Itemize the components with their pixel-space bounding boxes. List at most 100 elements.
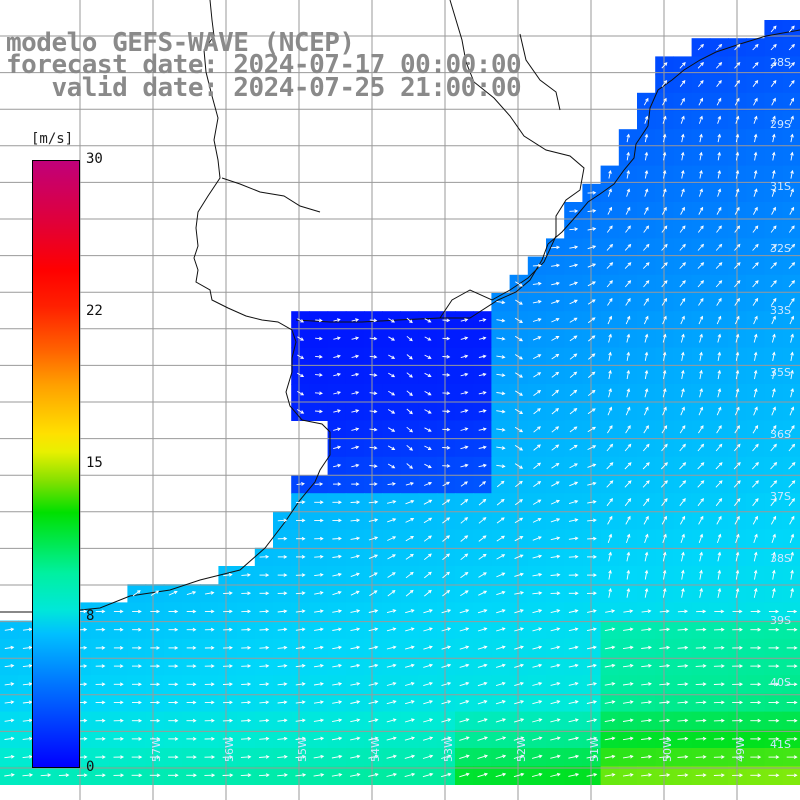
wind-arrow [680,315,685,325]
wind-arrow [423,627,433,632]
wind-arrow [606,243,614,251]
wind-arrow [259,700,270,705]
wind-arrow [770,443,777,452]
wind-arrow [699,151,703,161]
wind-arrow [771,533,776,544]
wind-arrow [277,664,288,668]
wind-arrow [753,97,758,106]
wind-arrow [680,188,685,197]
wind-arrow [424,391,432,396]
wind-arrow [368,754,379,759]
wind-arrow [587,445,597,451]
longitude-label: 49W [734,737,747,762]
wind-arrow [587,573,597,577]
wind-arrow [150,718,161,723]
wind-arrow [622,773,634,777]
wind-arrow [644,351,649,361]
coastline [0,0,800,613]
wind-arrow [58,773,70,777]
wind-arrow [568,754,580,759]
wind-arrow [568,700,579,705]
wind-arrow [386,609,397,614]
wind-arrow [22,627,33,632]
wind-arrow [240,773,252,777]
wind-arrow [698,425,704,434]
wind-arrow [351,427,360,432]
wind-arrow [441,718,452,723]
wind-arrow [717,587,722,598]
wind-arrow [532,663,543,668]
wind-arrow [662,115,667,124]
wind-arrow [514,536,524,542]
wind-arrow [641,700,653,704]
wind-arrow [149,773,161,778]
wind-arrow [150,737,161,741]
wind-arrow [681,569,685,580]
wind-arrow [699,551,703,562]
wind-arrow [735,151,740,161]
wind-arrow [295,718,306,723]
wind-arrow [680,515,686,525]
wind-arrow [460,590,469,597]
wind-arrow [713,645,725,650]
wind-arrow [95,737,106,741]
wind-arrow [387,518,397,523]
wind-arrow [680,206,685,215]
wind-arrow [405,627,415,632]
wind-arrow [734,406,740,416]
wind-arrow [715,280,723,288]
wind-arrow [606,498,613,507]
wind-arrow [587,190,597,195]
wind-arrow [753,333,758,343]
wind-arrow [624,262,632,269]
wind-arrow [186,737,197,741]
wind-arrow [22,700,33,705]
wind-arrow [531,772,543,778]
wind-arrow [586,736,598,741]
wind-arrow [460,409,469,413]
wind-arrow [405,481,414,486]
wind-arrow [22,773,34,777]
wind-arrow [713,682,725,687]
wind-arrow [732,627,743,632]
wind-arrow [531,736,543,741]
wind-arrow [113,718,124,723]
wind-arrow [771,97,776,106]
wind-arrow [715,43,723,51]
wind-arrow [241,573,251,577]
wind-arrow [699,333,703,343]
wind-arrow [717,133,722,143]
wind-arrow [478,391,487,395]
wind-arrow [713,627,725,632]
wind-arrow [315,336,323,341]
wind-arrow [606,262,614,269]
wind-arrow [259,682,270,686]
wind-arrow [168,737,179,741]
colorbar-tick-30: 30 [86,151,103,167]
wind-arrow [624,462,632,470]
wind-arrow [186,718,197,723]
wind-arrow [750,718,762,723]
wind-arrow [734,61,741,69]
wind-arrow [643,498,650,507]
wind-arrow [732,646,743,650]
wind-arrow [459,645,470,650]
wind-arrow [735,569,740,580]
wind-arrow [699,133,703,143]
wind-arrow [350,536,361,541]
wind-arrow [533,408,541,415]
wind-arrow [277,700,288,705]
wind-arrow [604,700,616,704]
wind-arrow [662,169,667,179]
wind-arrow [350,718,361,723]
wind-arrow [369,482,378,486]
wind-arrow [442,464,451,468]
wind-arrow [496,464,506,469]
wind-arrow [550,772,561,777]
wind-arrow [698,97,703,106]
wind-arrow [623,609,634,613]
wind-arrow [608,333,612,343]
wind-arrow [677,609,689,614]
wind-arrow [735,369,740,380]
